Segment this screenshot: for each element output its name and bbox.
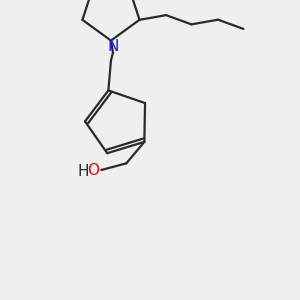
Text: N: N bbox=[107, 39, 119, 54]
Text: H: H bbox=[77, 164, 89, 178]
Text: O: O bbox=[87, 163, 99, 178]
